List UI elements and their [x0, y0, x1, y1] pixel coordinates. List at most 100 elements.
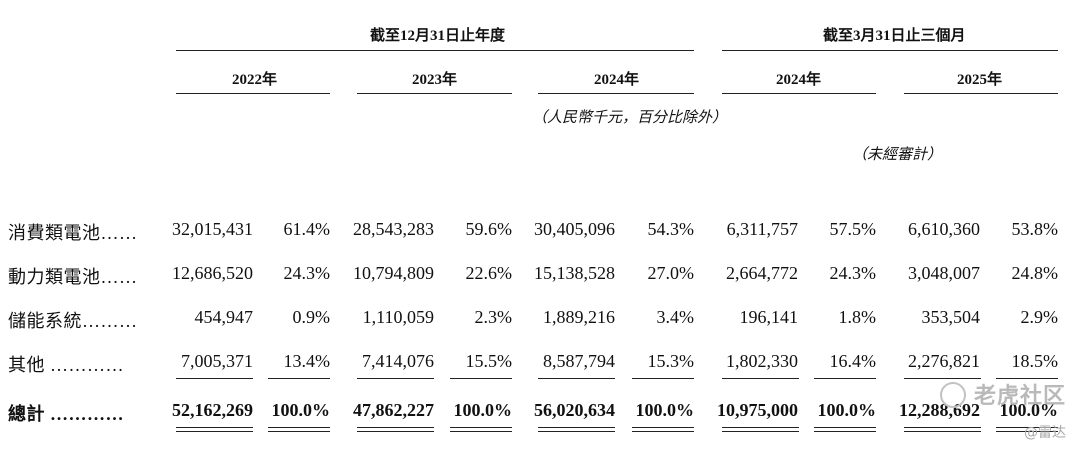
cell-amount-2023: 28,543,283 [353, 219, 434, 239]
cell-amount-2025-q1: 2,276,821 [908, 351, 980, 371]
cell-amount-2024-fy: 1,889,216 [543, 307, 615, 327]
total-rule-top [538, 427, 615, 428]
year-rule-2024-q1 [722, 93, 876, 94]
cell-pct-2024-fy: 15.3% [647, 351, 695, 371]
header-group-fiscal-year: 截至12月31日止年度 [370, 28, 506, 44]
cell-pct-2024-q1: 16.4% [829, 351, 877, 371]
subtotal-rule-2024fy-amount [538, 378, 615, 379]
total-rule-bottom [176, 431, 253, 432]
year-header-2024-fy: 2024年 [594, 72, 640, 88]
total-rule-top [268, 427, 330, 428]
total-pct-2024-q1: 100.0% [817, 400, 877, 420]
watermark-handle: @雷达 [1024, 425, 1066, 441]
cell-amount-2024-fy: 8,587,794 [543, 351, 615, 371]
year-header-2023: 2023年 [412, 72, 458, 88]
total-rule-top [814, 427, 876, 428]
total-rule-bottom [450, 431, 512, 432]
year-header-2024-q1: 2024年 [776, 72, 822, 88]
cell-amount-2024-q1: 6,311,757 [726, 219, 798, 239]
total-rule-bottom [357, 431, 434, 432]
header-group-fiscal-year-rule [176, 50, 694, 51]
year-rule-2025-q1 [904, 93, 1058, 94]
total-amount-2024-fy: 56,020,634 [534, 400, 615, 420]
watermark-brand: 老虎社区 [973, 384, 1066, 409]
year-header-2025-q1: 2025年 [957, 72, 1003, 88]
cell-pct-2022: 24.3% [283, 263, 331, 283]
row-label: 其他 ………… [8, 355, 124, 375]
total-pct-2024-fy: 100.0% [635, 400, 695, 420]
cell-amount-2022: 32,015,431 [172, 219, 253, 239]
row-label: 消費類電池…… [8, 223, 138, 243]
total-rule-bottom [722, 431, 799, 432]
total-rule-top [450, 427, 512, 428]
cell-pct-2023: 2.3% [474, 307, 513, 327]
cell-amount-2025-q1: 3,048,007 [908, 263, 980, 283]
cell-amount-2025-q1: 353,504 [921, 307, 981, 327]
cell-amount-2025-q1: 6,610,360 [908, 219, 980, 239]
cell-pct-2025-q1: 53.8% [1011, 219, 1059, 239]
subtotal-rule-2024fy-pct [632, 378, 694, 379]
total-rule-bottom [904, 431, 981, 432]
subtotal-rule-2024q1-pct [814, 378, 876, 379]
cell-pct-2024-q1: 1.8% [838, 307, 877, 327]
total-pct-2022: 100.0% [271, 400, 331, 420]
cell-pct-2025-q1: 18.5% [1011, 351, 1059, 371]
cell-pct-2023: 22.6% [465, 263, 513, 283]
total-amount-2025-q1: 12,288,692 [899, 400, 980, 420]
subtotal-rule-2022-pct [268, 378, 330, 379]
total-amount-2023: 47,862,227 [353, 400, 434, 420]
header-group-three-months: 截至3月31日止三個月 [823, 28, 966, 44]
year-rule-2022 [176, 93, 330, 94]
cell-pct-2025-q1: 24.8% [1011, 263, 1059, 283]
year-rule-2023 [357, 93, 512, 94]
total-pct-2023: 100.0% [453, 400, 513, 420]
cell-pct-2025-q1: 2.9% [1020, 307, 1059, 327]
cell-amount-2022: 454,947 [194, 307, 254, 327]
total-rule-top [632, 427, 694, 428]
row-label: 儲能系統……… [8, 311, 138, 331]
total-rule-bottom [632, 431, 694, 432]
cell-amount-2024-q1: 2,664,772 [726, 263, 798, 283]
cell-amount-2024-fy: 15,138,528 [534, 263, 615, 283]
subtotal-rule-2025q1-amount [904, 378, 981, 379]
cell-pct-2022: 0.9% [292, 307, 331, 327]
cell-pct-2022: 13.4% [283, 351, 331, 371]
total-rule-bottom [268, 431, 330, 432]
row-label: 動力類電池…… [8, 267, 138, 287]
cell-amount-2023: 7,414,076 [362, 351, 434, 371]
subtotal-rule-2023-amount [357, 378, 434, 379]
total-amount-2022: 52,162,269 [172, 400, 253, 420]
total-rule-bottom [538, 431, 615, 432]
total-rule-top [996, 427, 1058, 428]
cell-pct-2024-fy: 27.0% [647, 263, 695, 283]
unit-note: （人民幣千元，百分比除外） [532, 110, 728, 126]
cell-amount-2023: 10,794,809 [353, 263, 434, 283]
cell-pct-2024-fy: 54.3% [647, 219, 695, 239]
total-rule-top [176, 427, 253, 428]
subtotal-rule-2022-amount [176, 378, 253, 379]
total-rule-top [357, 427, 434, 428]
total-rule-bottom [814, 431, 876, 432]
cell-amount-2022: 7,005,371 [181, 351, 253, 371]
total-amount-2024-q1: 10,975,000 [717, 400, 798, 420]
subtotal-rule-2024q1-amount [722, 378, 799, 379]
cell-pct-2024-fy: 3.4% [656, 307, 695, 327]
cell-pct-2022: 61.4% [283, 219, 331, 239]
subtotal-rule-2023-pct [450, 378, 512, 379]
total-rule-top [722, 427, 799, 428]
total-rule-bottom [996, 431, 1058, 432]
cell-pct-2023: 15.5% [465, 351, 513, 371]
cell-amount-2022: 12,686,520 [172, 263, 253, 283]
watermark: 老虎社区 @雷达 [939, 378, 1066, 441]
total-rule-top [904, 427, 981, 428]
total-label: 總計 ………… [8, 404, 124, 424]
year-header-2022: 2022年 [232, 72, 278, 88]
cell-amount-2024-q1: 1,802,330 [726, 351, 798, 371]
cell-amount-2024-fy: 30,405,096 [534, 219, 615, 239]
cell-pct-2024-q1: 57.5% [829, 219, 877, 239]
subtotal-rule-2025q1-pct [996, 378, 1058, 379]
cell-amount-2023: 1,110,059 [362, 307, 434, 327]
cell-amount-2024-q1: 196,141 [739, 307, 799, 327]
tiger-logo-icon [939, 382, 966, 408]
total-pct-2025-q1: 100.0% [999, 400, 1059, 420]
